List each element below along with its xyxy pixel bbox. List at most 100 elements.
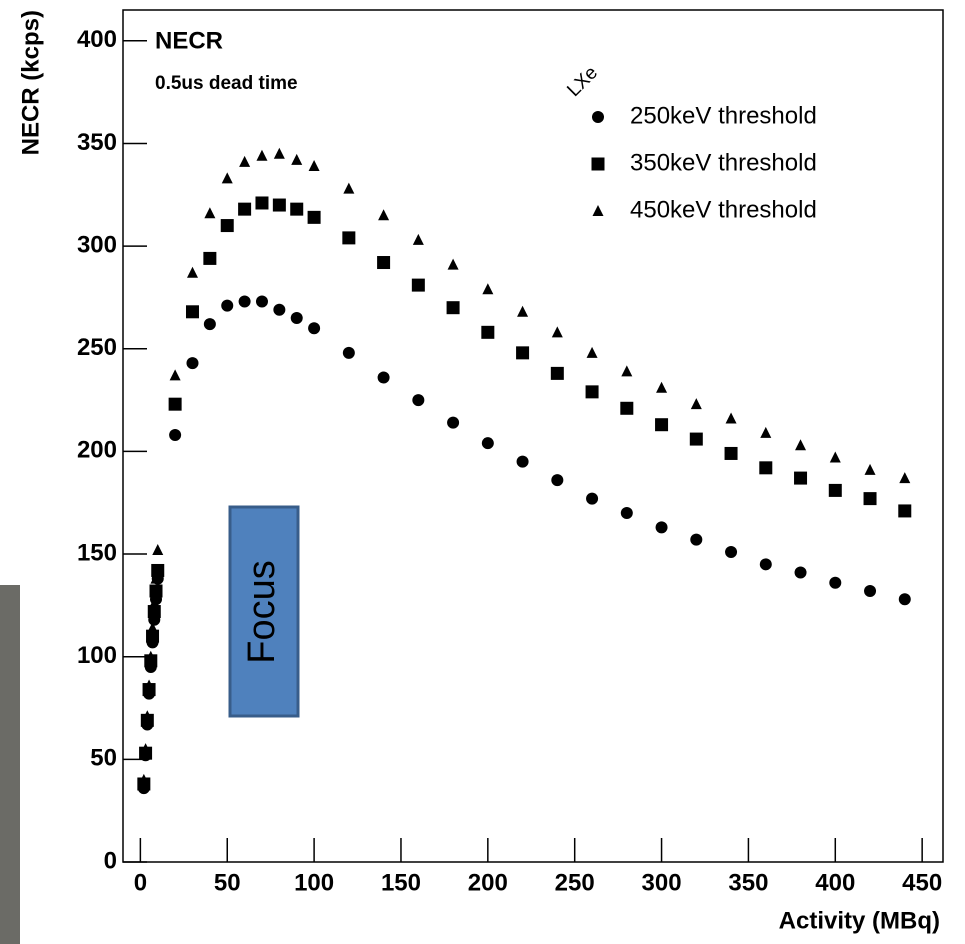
background-texture xyxy=(0,585,20,944)
triangle-marker xyxy=(899,472,911,484)
square-marker xyxy=(446,301,460,315)
triangle-marker xyxy=(795,439,807,451)
circle-marker xyxy=(169,428,182,441)
x-tick-label: 0 xyxy=(134,869,147,896)
x-axis-label: Activity (MBq) xyxy=(779,907,940,934)
circle-marker xyxy=(290,311,303,324)
triangle-marker xyxy=(690,398,702,410)
x-tick-label: 250 xyxy=(555,869,595,896)
square-marker xyxy=(272,198,286,212)
square-marker xyxy=(185,305,199,319)
triangle-marker xyxy=(148,597,160,609)
square-marker xyxy=(724,446,738,460)
circle-marker xyxy=(221,299,234,312)
triangle-marker xyxy=(140,743,152,755)
y-tick-label: 50 xyxy=(90,745,117,772)
focus-box xyxy=(228,505,300,718)
triangle-marker xyxy=(273,147,285,159)
y-tick-label: 100 xyxy=(77,642,117,669)
triangle-marker xyxy=(586,346,598,358)
circle-marker xyxy=(273,303,286,316)
square-marker xyxy=(863,492,877,506)
triangle-marker xyxy=(656,381,668,393)
triangle-marker xyxy=(829,451,841,463)
circle-marker xyxy=(481,437,494,450)
triangle-marker xyxy=(551,326,563,338)
square-marker xyxy=(238,202,252,216)
triangle-marker xyxy=(378,209,390,221)
y-tick-label: 250 xyxy=(77,334,117,361)
triangle-marker xyxy=(482,283,494,295)
square-marker xyxy=(220,219,234,233)
square-marker xyxy=(411,278,425,292)
triangle-marker xyxy=(725,412,737,424)
legend-marker xyxy=(591,157,605,171)
circle-marker xyxy=(586,492,599,505)
x-tick-label: 450 xyxy=(902,869,942,896)
square-marker xyxy=(794,471,808,485)
square-marker xyxy=(307,210,321,224)
triangle-marker xyxy=(150,572,162,584)
circle-marker xyxy=(759,558,772,571)
square-marker xyxy=(655,418,669,432)
y-tick-label: 0 xyxy=(104,847,117,874)
square-marker xyxy=(481,325,495,339)
triangle-marker xyxy=(147,621,159,633)
square-marker xyxy=(255,196,269,210)
circle-marker xyxy=(551,474,564,487)
circle-marker xyxy=(203,318,216,331)
square-marker xyxy=(898,504,912,518)
triangle-marker xyxy=(864,463,876,475)
square-marker xyxy=(585,385,599,399)
triangle-marker xyxy=(239,155,251,167)
triangle-marker xyxy=(447,258,459,270)
triangle-marker xyxy=(621,365,633,377)
y-axis-label: NECR (kcps) xyxy=(17,10,44,155)
triangle-marker xyxy=(141,710,153,722)
legend-marker xyxy=(592,205,604,216)
legend-label: 350keV threshold xyxy=(630,149,817,176)
square-marker xyxy=(516,346,530,360)
x-tick-label: 50 xyxy=(214,869,241,896)
square-marker xyxy=(151,563,165,577)
triangle-marker xyxy=(145,650,157,662)
x-tick-label: 150 xyxy=(381,869,421,896)
circle-marker xyxy=(377,371,390,384)
square-marker xyxy=(689,432,703,446)
square-marker xyxy=(550,366,564,380)
x-tick-label: 200 xyxy=(468,869,508,896)
legend-marker xyxy=(592,111,604,123)
plot-frame xyxy=(122,9,944,863)
square-marker xyxy=(342,231,356,245)
triangle-marker xyxy=(152,543,164,555)
circle-marker xyxy=(255,295,268,308)
circle-marker xyxy=(308,322,321,335)
triangle-marker xyxy=(291,153,303,165)
x-tick-label: 400 xyxy=(815,869,855,896)
square-marker xyxy=(759,461,773,475)
triangle-marker xyxy=(138,773,150,785)
circle-marker xyxy=(829,576,842,589)
triangle-marker xyxy=(186,266,198,278)
square-marker xyxy=(149,584,163,598)
circle-marker xyxy=(725,545,738,558)
circle-marker xyxy=(655,521,668,534)
circle-marker xyxy=(238,295,251,308)
circle-marker xyxy=(794,566,807,579)
x-tick-label: 100 xyxy=(294,869,334,896)
focus-label: Focus xyxy=(241,560,283,663)
triangle-marker xyxy=(412,233,424,245)
square-marker xyxy=(290,202,304,216)
circle-marker xyxy=(412,394,425,407)
y-tick-label: 400 xyxy=(77,26,117,53)
triangle-marker xyxy=(143,679,155,691)
square-marker xyxy=(620,401,634,415)
circle-marker xyxy=(898,593,911,606)
triangle-marker xyxy=(308,160,320,172)
x-tick-label: 350 xyxy=(728,869,768,896)
plot-area: 0 50 100 150 200 250 300 350 400 0 50 100 150 200 250 3… xyxy=(77,26,942,896)
triangle-marker xyxy=(169,369,181,381)
legend-label: 450keV threshold xyxy=(630,196,817,223)
circle-marker xyxy=(186,357,199,370)
